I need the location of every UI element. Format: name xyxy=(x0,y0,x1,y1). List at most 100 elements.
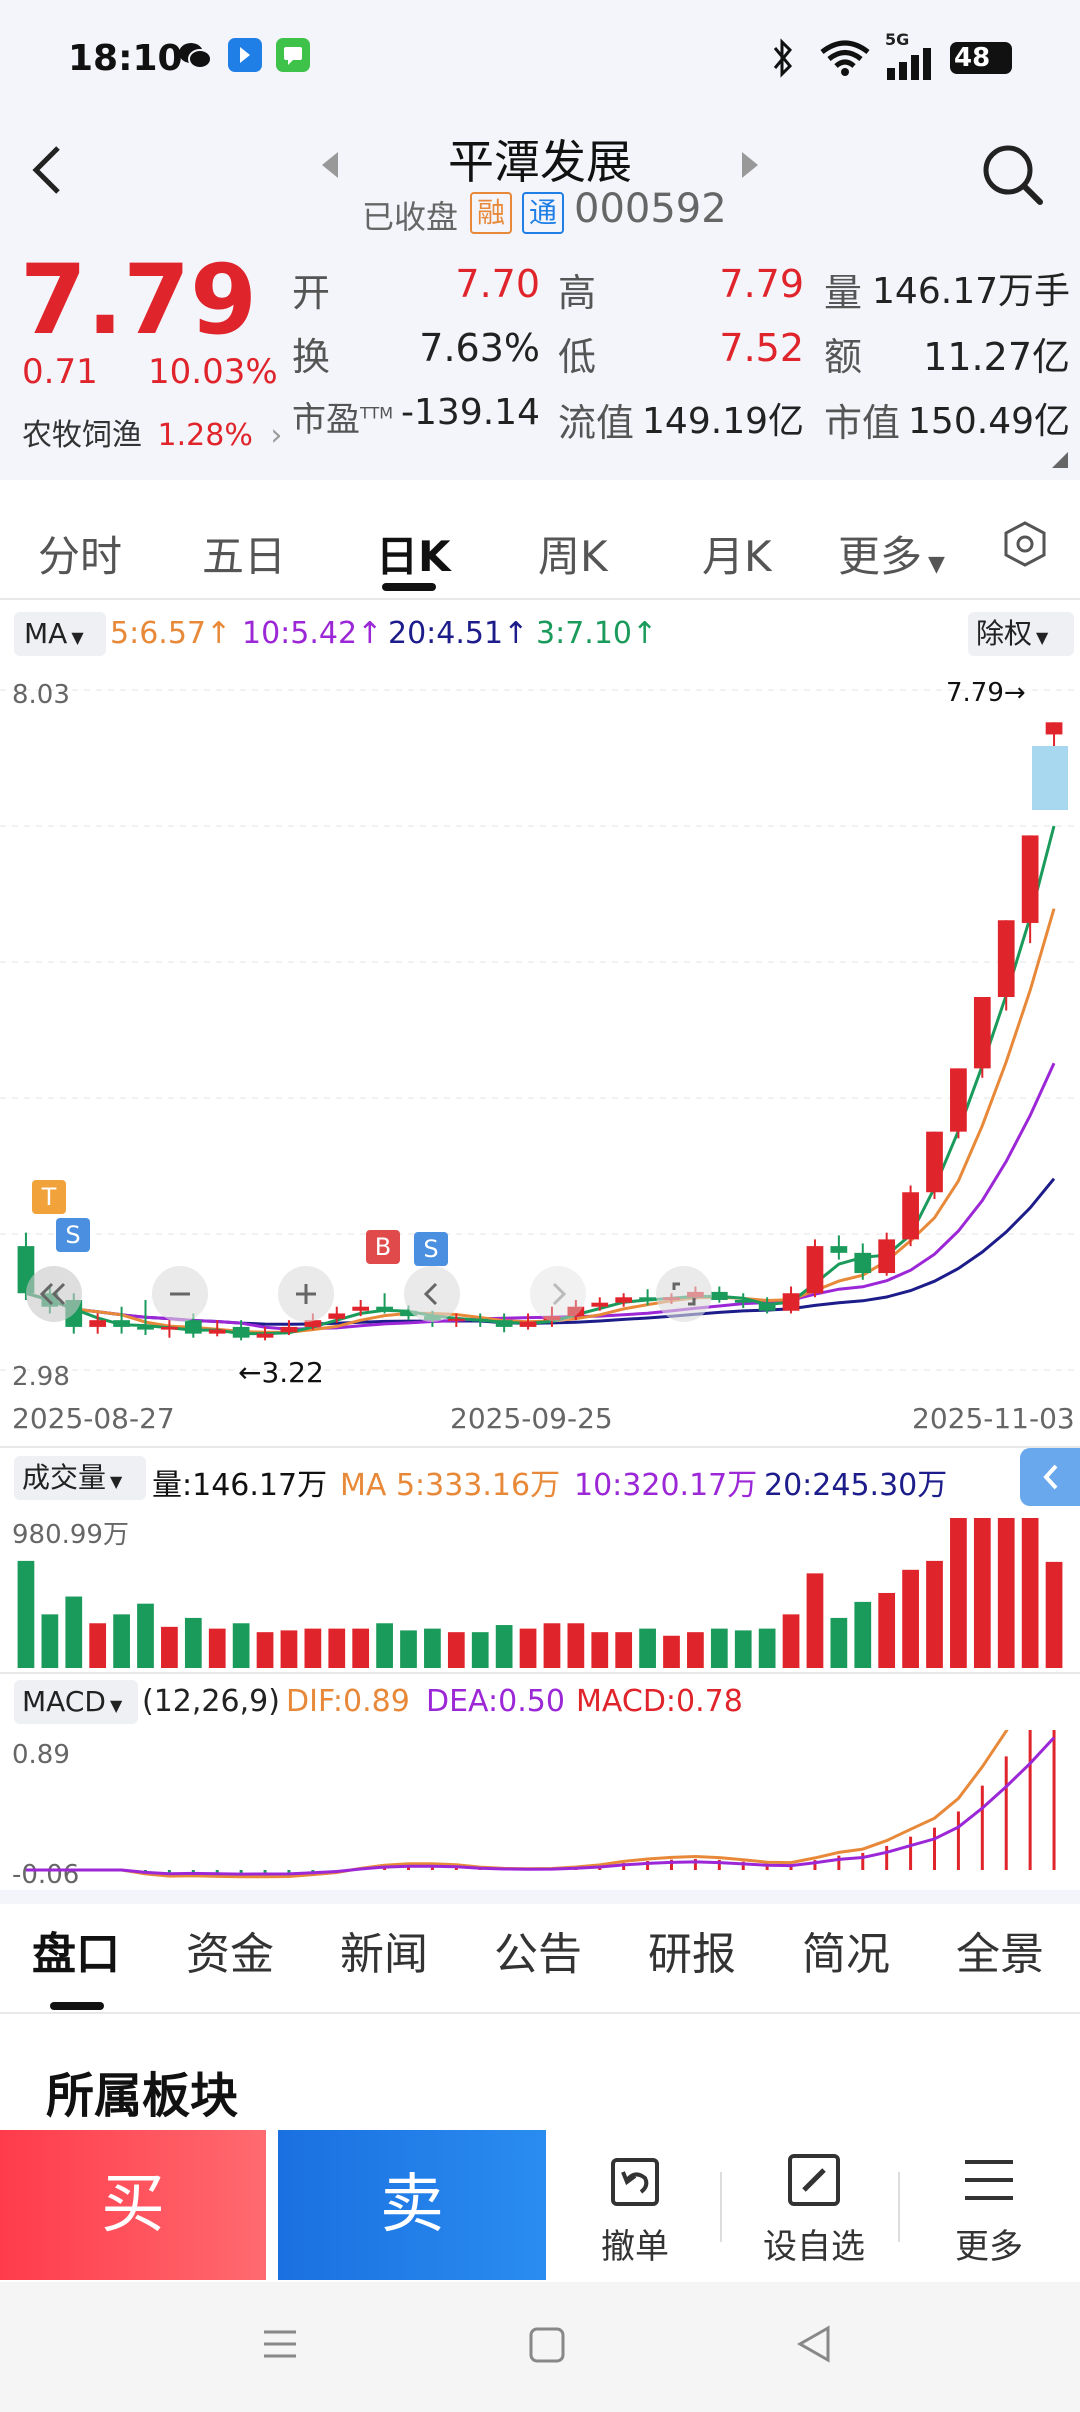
tab-research[interactable]: 研报 xyxy=(648,1929,736,1980)
candle xyxy=(184,1320,202,1334)
market-cap-value: 150.49亿 xyxy=(908,401,1070,442)
volume-bar xyxy=(184,1617,202,1668)
back-button[interactable] xyxy=(20,140,80,200)
macd-y-top: 0.89 xyxy=(12,1740,70,1770)
trade-marker-s[interactable]: S xyxy=(56,1218,90,1252)
volume-selector[interactable]: 成交量 ▼ xyxy=(14,1456,146,1500)
tab-intraday[interactable]: 分时 xyxy=(38,532,123,581)
candle xyxy=(471,1318,489,1322)
chart-settings-icon[interactable] xyxy=(1000,519,1050,573)
candle xyxy=(1045,722,1063,735)
menu-icon xyxy=(924,2150,1054,2219)
trade-marker-b[interactable]: B xyxy=(366,1230,400,1264)
volume-bar xyxy=(280,1630,298,1668)
rewind-button[interactable] xyxy=(26,1266,82,1322)
volume-bar xyxy=(65,1596,83,1668)
market-status: 已收盘 xyxy=(362,198,459,236)
trade-marker-s2[interactable]: S xyxy=(414,1232,448,1266)
quote-panel: 7.79 0.71 10.03% 农牧饲渔 1.28% › 开 7.70 高 7… xyxy=(0,240,1080,480)
tab-news[interactable]: 新闻 xyxy=(340,1929,428,1980)
candlestick-chart[interactable] xyxy=(0,670,1080,1400)
volume-bar xyxy=(256,1632,274,1668)
wifi-icon xyxy=(818,40,872,80)
tab-five-day[interactable]: 五日 xyxy=(202,532,287,581)
turnover-label: 换 xyxy=(292,335,331,379)
volume-ma10: 10:320.17万 xyxy=(574,1468,758,1503)
tab-announcements[interactable]: 公告 xyxy=(494,1929,582,1980)
chart-gridlines xyxy=(0,689,1080,1371)
zoom-in-button[interactable] xyxy=(278,1266,334,1322)
prev-stock-icon[interactable] xyxy=(318,150,342,184)
tab-funds[interactable]: 资金 xyxy=(186,1929,274,1980)
candle xyxy=(161,1326,178,1330)
volume-bar xyxy=(495,1625,513,1668)
volume-label: 量 xyxy=(824,271,863,315)
tab-more[interactable]: 更多 ▼ xyxy=(838,523,945,584)
tab-daily-k[interactable]: 日K xyxy=(376,532,451,581)
high-label: 高 xyxy=(558,271,597,315)
candle xyxy=(352,1306,370,1311)
sector-link[interactable]: 农牧饲渔 1.28% › xyxy=(22,410,282,454)
x-axis-end: 2025-11-03 xyxy=(912,1402,1075,1435)
trade-marker-t[interactable]: T xyxy=(32,1180,66,1214)
zoom-out-button[interactable] xyxy=(152,1266,208,1322)
macd-selector[interactable]: MACD ▼ xyxy=(14,1680,138,1724)
volume-chart[interactable] xyxy=(0,1500,1080,1670)
macd-chart[interactable] xyxy=(0,1730,1080,1890)
volume-bar xyxy=(137,1603,154,1668)
volume-bar xyxy=(328,1628,346,1668)
back-nav-icon[interactable] xyxy=(794,2324,834,2368)
tab-overview[interactable]: 全景 xyxy=(956,1929,1044,1980)
more-actions-label: 更多 xyxy=(955,2227,1023,2267)
market-cap-label: 市值 xyxy=(824,401,901,445)
more-actions-button[interactable]: 更多 xyxy=(924,2150,1054,2268)
fullscreen-button[interactable] xyxy=(656,1266,712,1322)
volume-text: 量:146.17万 xyxy=(152,1468,328,1503)
candle xyxy=(304,1320,322,1327)
app-notification-icon xyxy=(228,38,262,72)
price-change: 0.71 xyxy=(22,352,98,392)
volume-bar xyxy=(902,1569,919,1668)
candle xyxy=(519,1321,537,1327)
tab-monthly-k[interactable]: 月K xyxy=(702,532,772,581)
expand-corner-icon[interactable] xyxy=(1052,452,1068,472)
candle xyxy=(447,1318,465,1321)
last-price: 7.79 xyxy=(20,244,257,356)
volume-bar xyxy=(352,1628,370,1668)
buy-button[interactable]: 买 xyxy=(0,2130,266,2280)
next-stock-icon[interactable] xyxy=(738,150,762,184)
home-icon[interactable] xyxy=(528,2326,566,2368)
high-value: 7.79 xyxy=(719,262,804,306)
turnover-value: 7.63% xyxy=(419,326,540,370)
candle xyxy=(89,1320,107,1327)
tab-weekly-k[interactable]: 周K xyxy=(538,532,608,581)
volume-bar xyxy=(41,1614,59,1668)
volume-bar xyxy=(710,1628,728,1668)
divider xyxy=(0,598,1080,600)
scroll-right-button[interactable] xyxy=(530,1266,586,1322)
volume-bar xyxy=(687,1632,704,1668)
volume-bar xyxy=(950,1518,967,1668)
tab-order-book[interactable]: 盘口 xyxy=(32,1929,120,1980)
pe-value: -139.14 xyxy=(401,392,540,433)
recent-apps-icon[interactable] xyxy=(262,2326,298,2366)
ma-selector[interactable]: MA ▼ xyxy=(14,612,106,656)
tab-profile[interactable]: 简况 xyxy=(802,1929,890,1980)
candle xyxy=(208,1329,226,1334)
add-watchlist-button[interactable]: 设自选 xyxy=(744,2150,884,2268)
volume-bar xyxy=(208,1628,226,1668)
scroll-left-button[interactable] xyxy=(404,1266,460,1322)
low-price-marker: ←3.22 xyxy=(238,1356,324,1389)
amount-value: 11.27亿 xyxy=(923,335,1070,379)
sell-button[interactable]: 卖 xyxy=(278,2130,546,2280)
candle xyxy=(1021,835,1039,923)
float-cap-value: 149.19亿 xyxy=(642,401,804,442)
cancel-order-button[interactable]: 撤单 xyxy=(570,2150,700,2268)
search-icon[interactable] xyxy=(978,140,1048,214)
adjust-selector[interactable]: 除权 ▼ xyxy=(968,612,1074,656)
collapse-panel-button[interactable] xyxy=(1020,1448,1080,1506)
candle xyxy=(113,1320,130,1327)
candle xyxy=(997,920,1015,998)
candle xyxy=(758,1302,776,1311)
dea-line xyxy=(26,1736,1056,1876)
